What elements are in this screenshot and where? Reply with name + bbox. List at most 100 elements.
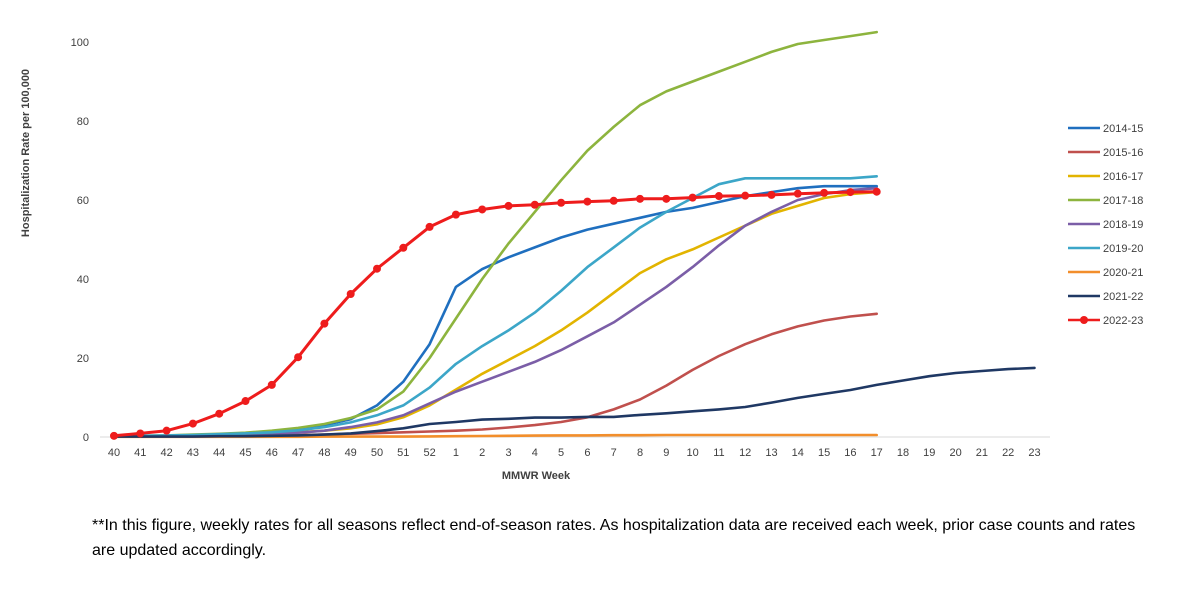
legend-marker — [1080, 316, 1088, 324]
x-axis-title: MMWR Week — [502, 470, 571, 482]
data-point — [557, 198, 566, 207]
legend-label: 2017-18 — [1103, 195, 1143, 207]
x-tick-label: 7 — [611, 447, 617, 459]
x-tick-label: 12 — [739, 447, 751, 459]
data-point — [872, 187, 881, 196]
data-point — [425, 222, 434, 231]
y-tick-label: 60 — [77, 195, 89, 207]
x-tick-label: 40 — [108, 447, 120, 459]
series-layer — [110, 30, 1036, 440]
y-axis-title: Hospitalization Rate per 100,000 — [20, 69, 32, 237]
series-2022-23 — [110, 187, 881, 440]
x-tick-label: 4 — [532, 447, 538, 459]
legend-label: 2018-19 — [1103, 219, 1143, 231]
data-point — [530, 200, 539, 209]
x-tick-label: 14 — [792, 447, 804, 459]
data-point — [793, 189, 802, 198]
series-2016-17 — [112, 190, 879, 438]
series-line — [112, 175, 879, 438]
data-point — [741, 191, 750, 200]
data-point — [636, 194, 644, 203]
legend-item: 2022-23 — [1068, 315, 1143, 327]
x-tick-label: 49 — [345, 447, 357, 459]
legend-label: 2016-17 — [1103, 171, 1143, 183]
y-tick-label: 100 — [71, 37, 89, 49]
data-point — [662, 194, 671, 203]
x-tick-label: 18 — [897, 447, 909, 459]
x-tick-label: 6 — [584, 447, 590, 459]
legend-label: 2021-22 — [1103, 291, 1143, 303]
x-tick-label: 16 — [844, 447, 856, 459]
legend-item: 2019-20 — [1068, 243, 1143, 255]
x-tick-label: 43 — [187, 447, 199, 459]
legend-item: 2014-15 — [1068, 123, 1143, 135]
legend-label: 2014-15 — [1103, 123, 1143, 135]
x-tick-label: 52 — [423, 447, 435, 459]
x-tick-label: 44 — [213, 447, 225, 459]
x-tick-label: 20 — [949, 447, 961, 459]
x-tick-label: 50 — [371, 447, 383, 459]
legend-label: 2015-16 — [1103, 147, 1143, 159]
series-line — [112, 186, 879, 438]
x-tick-label: 22 — [1002, 447, 1014, 459]
legend-item: 2020-21 — [1068, 267, 1143, 279]
data-point — [504, 201, 513, 210]
data-point — [188, 419, 197, 428]
series-2018-19 — [112, 186, 879, 438]
x-tick-label: 13 — [765, 447, 777, 459]
y-tick-label: 20 — [77, 353, 89, 365]
data-point — [688, 193, 697, 202]
x-axis: 40 41 42 43 44 45 46 47 48 49 50 51 52 1 2 3 4 5 6 7 8 9 10 11 1… — [108, 447, 1041, 459]
x-tick-label: 21 — [976, 447, 988, 459]
series-2021-22 — [112, 366, 1036, 438]
data-point — [451, 210, 460, 219]
x-tick-label: 17 — [871, 447, 883, 459]
data-point — [820, 188, 829, 197]
x-tick-label: 8 — [637, 447, 643, 459]
data-point — [478, 205, 487, 214]
x-tick-label: 47 — [292, 447, 304, 459]
data-point — [162, 426, 171, 435]
data-point — [267, 380, 276, 389]
y-axis: 0 20 40 60 80 100 — [71, 37, 89, 444]
x-tick-label: 51 — [397, 447, 409, 459]
legend-item: 2015-16 — [1068, 147, 1143, 159]
series-2019-20 — [112, 175, 879, 438]
data-point — [767, 190, 776, 199]
data-point — [294, 353, 303, 362]
x-tick-label: 3 — [505, 447, 511, 459]
x-tick-label: 23 — [1028, 447, 1040, 459]
series-line — [112, 366, 1036, 438]
data-point — [241, 397, 250, 406]
footnote: **In this figure, weekly rates for all s… — [92, 517, 1136, 559]
x-tick-label: 45 — [239, 447, 251, 459]
data-point — [583, 197, 592, 206]
x-tick-label: 9 — [663, 447, 669, 459]
y-tick-label: 80 — [77, 116, 89, 128]
legend-label: 2022-23 — [1103, 315, 1143, 327]
data-point — [346, 290, 355, 299]
series-line — [112, 184, 879, 438]
x-tick-label: 15 — [818, 447, 830, 459]
data-point — [215, 409, 224, 418]
legend-item: 2021-22 — [1068, 291, 1143, 303]
x-tick-label: 48 — [318, 447, 330, 459]
legend-item: 2018-19 — [1068, 219, 1143, 231]
y-tick-label: 40 — [77, 274, 89, 286]
legend-item: 2017-18 — [1068, 195, 1143, 207]
x-tick-label: 41 — [134, 447, 146, 459]
series-2014-15 — [112, 184, 879, 438]
legend-item: 2016-17 — [1068, 171, 1143, 183]
legend-label: 2019-20 — [1103, 243, 1143, 255]
data-point — [846, 188, 855, 197]
x-tick-label: 10 — [686, 447, 698, 459]
x-tick-label: 2 — [479, 447, 485, 459]
series-line — [112, 190, 879, 438]
series-line — [112, 190, 879, 438]
x-tick-label: 42 — [160, 447, 172, 459]
data-point — [110, 431, 118, 440]
y-tick-label: 0 — [83, 432, 89, 444]
x-tick-label: 5 — [558, 447, 564, 459]
x-tick-label: 46 — [266, 447, 278, 459]
